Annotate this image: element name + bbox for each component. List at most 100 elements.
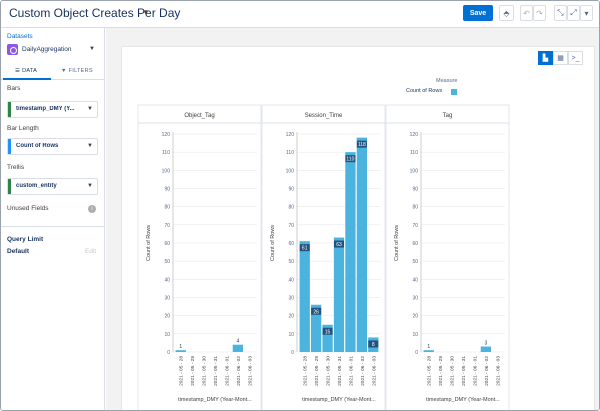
chevron-down-icon[interactable]: ▼ (87, 106, 93, 112)
y-tick-label: 50 (412, 259, 418, 265)
x-tick-label: 2021 - 05 - 31 (213, 356, 219, 386)
bar-length-field-value: Count of Rows (16, 143, 59, 149)
fullscreen-icon[interactable]: ⤢ (567, 5, 580, 21)
x-tick-label: 2021 - 05 - 30 (450, 356, 456, 386)
trellis-panel-title: Object_Tag (184, 113, 214, 119)
trellis-panel-title: Tag (443, 113, 453, 119)
collapse-icon[interactable]: ⤡ (554, 5, 567, 21)
bar (345, 152, 356, 352)
y-tick-label: 60 (412, 241, 418, 247)
y-tick-label: 50 (164, 259, 170, 265)
y-tick-label: 40 (412, 277, 418, 283)
y-tick-label: 70 (164, 223, 170, 229)
y-tick-label: 110 (162, 150, 170, 156)
x-axis-label: timestamp_DMY (Year-Mont... (302, 397, 376, 403)
sidebar-tabs: ☰ DATA ▼ FILTERS (1, 66, 105, 80)
x-tick-label: 2021 - 06 - 02 (236, 356, 242, 386)
x-tick-label: 2021 - 06 - 01 (224, 356, 230, 386)
data-label: 3 (484, 341, 487, 347)
info-icon[interactable]: i (88, 205, 96, 213)
redo-icon[interactable]: ↷ (533, 5, 546, 21)
tab-data[interactable]: ☰ DATA (15, 68, 38, 74)
y-tick-label: 10 (164, 332, 170, 338)
edit-link[interactable]: Edit (85, 248, 97, 255)
y-tick-label: 90 (412, 187, 418, 193)
query-limit-label: Query Limit (7, 236, 44, 243)
dataset-selector[interactable]: DailyAggregation ▼ (7, 44, 99, 56)
chevron-down-icon[interactable]: ▼ (87, 143, 93, 149)
data-label: 1 (179, 344, 182, 350)
clone-icon[interactable]: ⬘ (499, 5, 514, 21)
bar (333, 237, 345, 352)
y-axis-label: Count of Rows (394, 225, 400, 261)
filter-icon: ▼ (61, 68, 69, 74)
save-button[interactable]: Save (463, 5, 493, 21)
x-axis-label: timestamp_DMY (Year-Mont... (426, 397, 500, 403)
chevron-down-icon[interactable]: ▼ (89, 46, 95, 52)
y-tick-label: 0 (415, 350, 418, 356)
x-tick-label: 2021 - 06 - 03 (495, 356, 501, 386)
header-bar: Custom Object Creates Per Day ▼ Save ⬘ ↶… (1, 1, 599, 28)
y-tick-label: 80 (288, 205, 294, 211)
data-label: 15 (325, 329, 331, 335)
x-tick-label: 2021 - 05 - 31 (461, 356, 467, 386)
legend-item: Count of Rows (406, 88, 443, 94)
dataset-icon (7, 44, 18, 55)
y-tick-label: 20 (412, 314, 418, 320)
trellis-field-value: custom_entity (16, 183, 57, 189)
data-label-bg (311, 307, 322, 315)
data-label: 1 (427, 344, 430, 350)
title-menu-caret-icon[interactable]: ▼ (142, 8, 150, 17)
bar-length-field[interactable]: Count of Rows ▼ (7, 138, 98, 155)
y-tick-label: 20 (288, 314, 294, 320)
y-tick-label: 20 (164, 314, 170, 320)
y-tick-label: 30 (412, 296, 418, 302)
chevron-down-icon[interactable]: ▼ (87, 183, 93, 189)
data-label: 4 (236, 339, 239, 345)
tab-filters[interactable]: ▼ FILTERS (61, 68, 93, 74)
chart-icon[interactable]: ▙ (538, 51, 553, 65)
data-label: 118 (358, 142, 366, 148)
y-tick-label: 30 (288, 296, 294, 302)
bar (356, 137, 367, 352)
data-label-bg (334, 240, 344, 248)
x-tick-label: 2021 - 06 - 03 (247, 356, 253, 386)
y-tick-label: 80 (164, 205, 170, 211)
undo-icon[interactable]: ↶ (520, 5, 533, 21)
bar (423, 350, 434, 352)
y-tick-label: 100 (286, 168, 295, 174)
y-axis-label: Count of Rows (270, 225, 276, 261)
legend-swatch (451, 89, 457, 95)
y-tick-label: 0 (167, 350, 170, 356)
y-tick-label: 80 (412, 205, 418, 211)
x-tick-label: 2021 - 05 - 30 (326, 356, 332, 386)
y-tick-label: 90 (164, 187, 170, 193)
y-tick-label: 40 (288, 277, 294, 283)
measure-indicator (8, 139, 11, 154)
x-tick-label: 2021 - 06 - 01 (472, 356, 478, 386)
bar (175, 350, 186, 352)
table-icon[interactable]: ▦ (553, 51, 568, 65)
page-title[interactable]: Custom Object Creates Per Day (9, 6, 181, 20)
more-icon[interactable]: ▾ (580, 5, 593, 21)
trellis-label: Trellis (7, 164, 25, 171)
y-tick-label: 0 (291, 350, 294, 356)
y-tick-label: 60 (288, 241, 294, 247)
trellis-panel-frame (385, 122, 510, 410)
y-tick-label: 40 (164, 277, 170, 283)
x-tick-label: 2021 - 06 - 02 (360, 356, 366, 386)
y-tick-label: 120 (410, 132, 419, 138)
y-tick-label: 120 (286, 132, 295, 138)
unused-fields-label: Unused Fields (7, 205, 49, 212)
y-tick-label: 100 (162, 168, 171, 174)
trellis-panel-frame (137, 122, 262, 410)
x-tick-label: 2021 - 05 - 28 (179, 356, 185, 386)
dataset-name: DailyAggregation (22, 46, 72, 53)
query-icon[interactable]: >_ (568, 51, 583, 65)
bars-field[interactable]: timestamp_DMY (Y... ▼ (7, 101, 98, 118)
bar (232, 344, 243, 352)
divider (1, 226, 105, 227)
trellis-field[interactable]: custom_entity ▼ (7, 178, 98, 195)
